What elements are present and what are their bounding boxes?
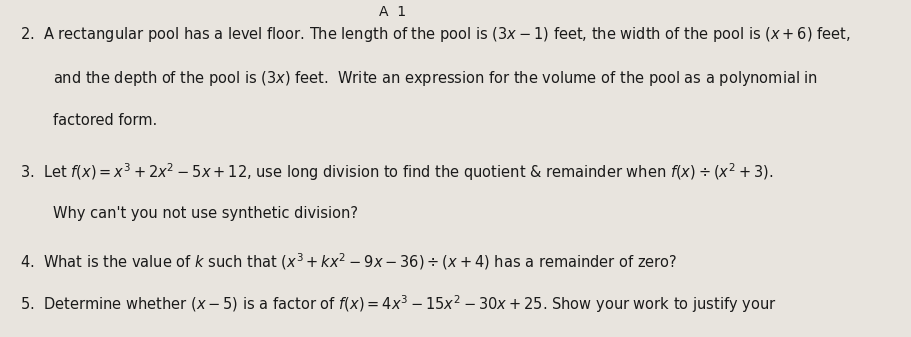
Text: factored form.: factored form. [53,113,157,128]
Text: Why can't you not use synthetic division?: Why can't you not use synthetic division… [53,206,357,221]
Text: 3.  Let $f(x)=x^3+2x^2-5x+12$, use long division to find the quotient & remainde: 3. Let $f(x)=x^3+2x^2-5x+12$, use long d… [20,162,773,183]
Text: and the depth of the pool is $(3x)$ feet.  Write an expression for the volume of: and the depth of the pool is $(3x)$ feet… [53,69,817,88]
Text: 4.  What is the value of $k$ such that $(x^3+kx^2-9x-36)\div(x+4)$ has a remaind: 4. What is the value of $k$ such that $(… [20,251,677,272]
Text: answer.: answer. [53,335,109,337]
Text: A  1: A 1 [378,5,405,19]
Text: 5.  Determine whether $(x-5)$ is a factor of $f(x)=4x^3-15x^2-30x+25$. Show your: 5. Determine whether $(x-5)$ is a factor… [20,293,776,315]
Text: 2.  A rectangular pool has a level floor. The length of the pool is $(3x-1)$ fee: 2. A rectangular pool has a level floor.… [20,25,850,44]
